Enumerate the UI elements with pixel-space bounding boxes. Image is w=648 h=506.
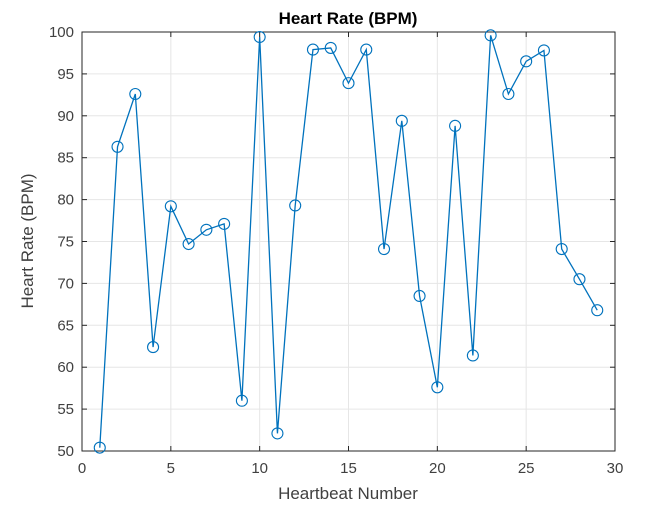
y-tick-label: 75 [57, 234, 74, 251]
data-point [147, 341, 160, 354]
data-point [502, 87, 515, 101]
data-point [129, 87, 142, 101]
x-axis-label: Heartbeat Number [278, 484, 418, 503]
y-tick-label: 80 [57, 192, 74, 209]
data-point [591, 304, 604, 317]
series-group [93, 29, 604, 454]
data-point [271, 427, 284, 440]
data-point [431, 381, 444, 394]
data-point [377, 242, 391, 256]
data-point [466, 349, 479, 362]
x-tick-label: 25 [518, 460, 535, 477]
y-tick-label: 65 [57, 317, 74, 334]
data-point [413, 289, 426, 303]
y-tick-label: 100 [49, 24, 74, 41]
data-point [306, 43, 320, 56]
data-point [484, 29, 497, 42]
data-point [111, 140, 124, 153]
data-point [520, 55, 533, 68]
data-point [449, 119, 462, 132]
data-point [93, 441, 106, 454]
data-point [573, 273, 586, 286]
x-tick-label: 30 [607, 460, 624, 477]
y-tick-label: 55 [57, 401, 74, 418]
y-tick-label: 95 [57, 66, 74, 83]
data-point [360, 43, 373, 56]
data-point [342, 77, 355, 90]
x-tick-label: 10 [251, 460, 268, 477]
series-line [99, 35, 598, 448]
tick-labels: 0 5 10 15 20 25 30 50 55 60 65 70 75 80 85 90 95 100 [49, 24, 623, 477]
data-point [289, 199, 302, 212]
chart-title: Heart Rate (BPM) [279, 9, 418, 28]
x-tick-label: 5 [167, 460, 175, 477]
data-point [218, 217, 231, 230]
x-tick-label: 15 [340, 460, 357, 477]
data-point [537, 44, 550, 57]
x-tick-label: 20 [429, 460, 446, 477]
ticks [81, 31, 616, 452]
y-tick-label: 85 [57, 150, 74, 167]
y-tick-label: 70 [57, 275, 74, 292]
data-point [324, 41, 337, 54]
data-point [253, 30, 266, 44]
y-tick-label: 60 [57, 359, 74, 376]
data-point [235, 394, 248, 407]
data-point [555, 242, 568, 256]
data-point [164, 200, 177, 213]
y-axis-label: Heart Rate (BPM) [18, 173, 37, 308]
x-tick-label: 0 [78, 460, 86, 477]
y-tick-label: 50 [57, 443, 74, 460]
data-point [200, 223, 213, 236]
data-point [182, 237, 195, 251]
data-point [395, 114, 408, 127]
y-tick-label: 90 [57, 108, 74, 125]
